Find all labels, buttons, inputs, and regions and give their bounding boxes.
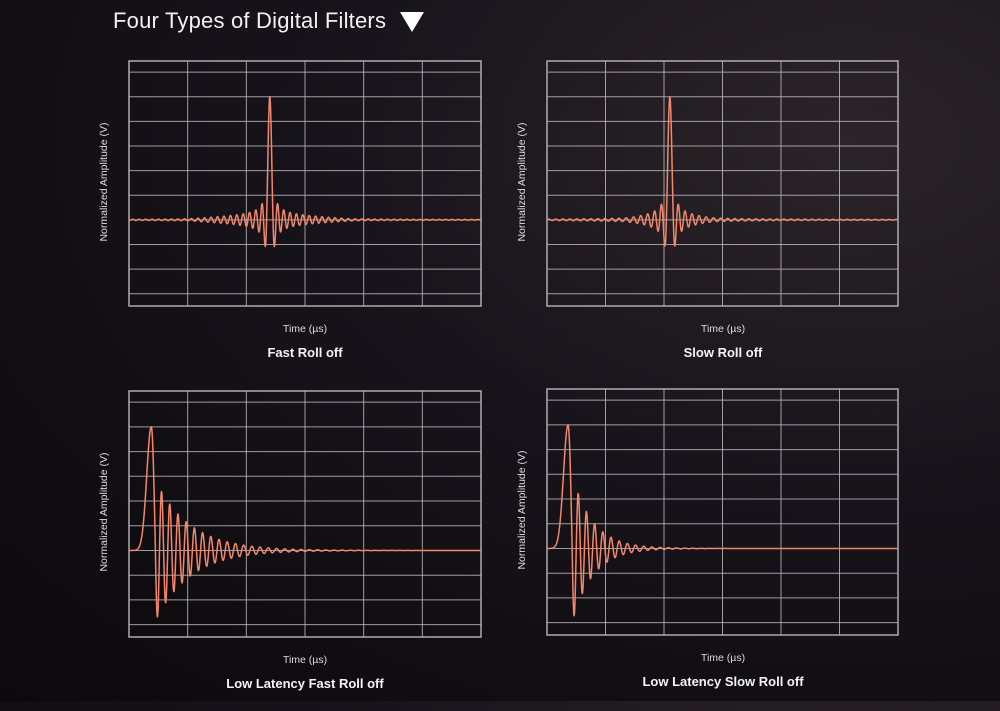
impulse-response-trace (128, 426, 482, 618)
x-axis-label: Time (µs) (700, 323, 746, 335)
plot-area (128, 60, 482, 307)
plot-border (128, 60, 482, 307)
chart-slow-roll-off: Normalized Amplitude (V) Time (µs) Slow … (516, 60, 967, 381)
plot-area (546, 388, 899, 636)
impulse-response-trace (546, 95, 899, 247)
x-axis-label: Time (µs) (700, 652, 746, 664)
plot-border (546, 60, 899, 307)
chart-title: Fast Roll off (267, 345, 343, 360)
impulse-response-trace (546, 424, 899, 617)
chart-title: Low Latency Fast Roll off (226, 676, 384, 691)
plot-border (128, 390, 482, 638)
y-axis-label: Normalized Amplitude (V) (516, 450, 528, 570)
page-title: Four Types of Digital Filters (113, 8, 425, 34)
y-axis-label: Normalized Amplitude (V) (98, 452, 110, 572)
plot-area (128, 390, 482, 638)
chart-title: Low Latency Slow Roll off (642, 674, 804, 689)
x-axis-label: Time (µs) (282, 654, 328, 666)
impulse-response-trace (128, 95, 482, 248)
plot-area (546, 60, 899, 307)
y-axis-label: Normalized Amplitude (V) (516, 122, 528, 242)
chart-low-latency-fast-roll-off: Normalized Amplitude (V) Time (µs) Low L… (98, 390, 549, 711)
x-axis-label: Time (µs) (282, 323, 328, 335)
y-axis-label: Normalized Amplitude (V) (98, 122, 110, 242)
triangle-down-icon[interactable] (400, 12, 425, 32)
page-title-text: Four Types of Digital Filters (113, 8, 387, 33)
chart-fast-roll-off: Normalized Amplitude (V) Time (µs) Fast … (98, 60, 549, 381)
chart-title: Slow Roll off (683, 345, 763, 360)
plot-border (546, 388, 899, 636)
chart-low-latency-slow-roll-off: Normalized Amplitude (V) Time (µs) Low L… (516, 388, 967, 709)
